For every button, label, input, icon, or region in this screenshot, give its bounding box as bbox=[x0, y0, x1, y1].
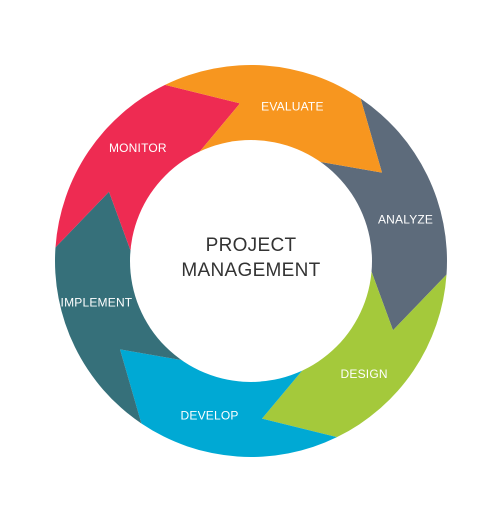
segment-design bbox=[262, 269, 447, 438]
segment-label-develop: DEVELOP bbox=[181, 409, 239, 423]
segment-label-monitor: MONITOR bbox=[109, 141, 167, 155]
segment-label-evaluate: EVALUATE bbox=[261, 99, 324, 113]
segment-develop bbox=[120, 349, 337, 457]
segment-analyze bbox=[318, 98, 447, 331]
center-title-line-1: PROJECT bbox=[206, 235, 297, 256]
cycle-segments bbox=[55, 65, 447, 457]
center-circle bbox=[130, 140, 372, 382]
segment-label-design: DESIGN bbox=[341, 367, 388, 381]
center-title-line-2: MANAGEMENT bbox=[181, 260, 320, 281]
segment-labels: ANALYZE DESIGN DEVELOP IMPLEMENT MONITOR EVAL… bbox=[61, 99, 433, 423]
segment-label-implement: IMPLEMENT bbox=[61, 295, 133, 309]
segment-label-analyze: ANALYZE bbox=[378, 213, 433, 227]
segment-monitor bbox=[55, 84, 240, 253]
segment-implement bbox=[55, 191, 184, 424]
segment-evaluate bbox=[165, 65, 382, 173]
